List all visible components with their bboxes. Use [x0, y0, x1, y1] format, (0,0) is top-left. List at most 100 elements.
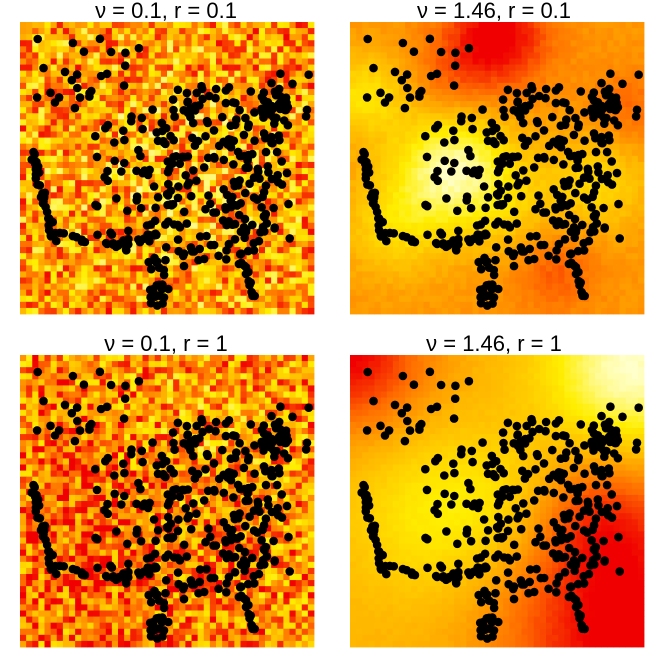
field-cell [631, 283, 639, 291]
field-cell [429, 82, 437, 90]
field-cell [374, 186, 382, 193]
field-cell [454, 125, 461, 132]
field-cell [148, 28, 156, 35]
field-cell [503, 46, 510, 53]
field-cell [26, 216, 33, 224]
station-point [137, 113, 147, 123]
field-cell [160, 149, 168, 157]
field-cell [56, 210, 64, 218]
field-cell [191, 289, 199, 297]
field-cell [472, 131, 480, 138]
field-cell [69, 283, 76, 291]
field-cell [38, 52, 45, 59]
field-cell [216, 174, 223, 181]
field-cell [136, 259, 143, 266]
field-cell [472, 143, 480, 151]
field-cell [490, 198, 498, 205]
field-cell [631, 204, 639, 211]
field-cell [179, 22, 186, 29]
field-cell [142, 271, 150, 278]
field-cell [118, 107, 125, 114]
field-cell [191, 307, 199, 315]
field-cell [564, 28, 571, 35]
field-cell [472, 283, 480, 291]
field-cell [472, 76, 480, 84]
field-cell [81, 143, 88, 151]
field-cell [228, 186, 235, 193]
field-cell [50, 271, 58, 278]
field-cell [417, 34, 424, 41]
field-cell [197, 307, 205, 315]
field-cell [429, 186, 437, 193]
field-cell [441, 28, 449, 35]
field-cell [435, 265, 443, 272]
field-cell [295, 161, 303, 169]
station-point [32, 93, 42, 102]
station-point [35, 181, 45, 190]
field-cell [368, 137, 375, 145]
field-cell [631, 88, 639, 96]
field-cell [307, 22, 315, 29]
field-cell [392, 192, 400, 199]
field-cell [533, 113, 541, 120]
field-cell [87, 76, 94, 84]
field-cell [148, 125, 156, 132]
field-cell [265, 253, 272, 260]
field-cell [234, 34, 241, 41]
field-cell [38, 210, 45, 218]
field-cell [515, 82, 522, 90]
field-cell [265, 289, 272, 297]
station-point [59, 229, 69, 238]
field-cell [613, 28, 620, 35]
field-cell [246, 70, 254, 78]
field-cell [130, 34, 137, 41]
field-cell [350, 295, 357, 303]
field-cell [38, 107, 45, 114]
station-point [146, 264, 156, 274]
field-cell [362, 253, 369, 260]
field-cell [69, 82, 76, 90]
field-cell [38, 277, 45, 284]
field-cell [124, 95, 131, 102]
field-cell [460, 228, 467, 236]
field-cell [490, 88, 498, 96]
field-cell [539, 22, 547, 29]
field-cell [62, 34, 70, 41]
field-cell [203, 107, 211, 114]
field-cell [509, 131, 516, 138]
field-cell [607, 210, 614, 218]
field-cell [497, 40, 504, 47]
field-cell [558, 131, 565, 138]
field-cell [26, 271, 33, 278]
field-cell [539, 70, 547, 78]
field-cell [216, 277, 223, 284]
field-cell [271, 22, 278, 29]
field-cell [246, 95, 254, 102]
field-cell [588, 101, 596, 108]
field-cell [295, 192, 303, 199]
field-cell [307, 259, 315, 266]
field-cell [527, 295, 535, 303]
field-cell [497, 101, 504, 108]
field-cell [392, 119, 400, 126]
field-cell [460, 204, 467, 211]
field-cell [50, 161, 58, 169]
field-cell [435, 234, 443, 242]
field-cell [515, 168, 522, 175]
field-cell [75, 216, 82, 224]
field-cell [448, 58, 455, 65]
station-point [229, 160, 238, 169]
field-cell [75, 137, 82, 145]
field-cell [99, 82, 107, 90]
field-cell [56, 301, 64, 309]
field-cell [386, 52, 394, 59]
field-cell [197, 34, 205, 41]
field-cell [564, 277, 571, 284]
field-cell [399, 259, 406, 266]
field-cell [521, 253, 529, 260]
field-cell [595, 88, 602, 96]
field-cell [472, 277, 480, 284]
field-cell [607, 192, 614, 199]
field-cell [490, 70, 498, 78]
field-cell [417, 234, 424, 242]
